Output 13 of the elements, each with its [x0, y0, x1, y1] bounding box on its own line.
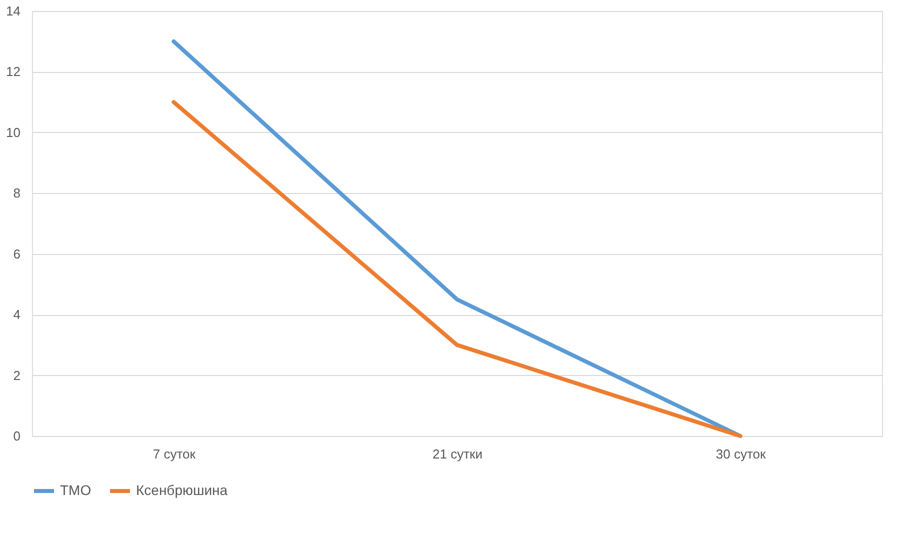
x-tick-label: 7 суток — [152, 446, 196, 462]
y-tick-label: 8 — [13, 186, 20, 201]
y-tick-label: 12 — [6, 64, 20, 80]
y-tick-label: 6 — [13, 246, 20, 262]
y-tick-label: 4 — [13, 307, 20, 322]
y-tick-label: 0 — [13, 428, 20, 444]
y-tick-label: 10 — [6, 124, 20, 140]
x-tick-label: 21 сутки — [432, 446, 482, 462]
x-tick-label: 30 суток — [716, 446, 766, 462]
y-tick-label: 2 — [13, 368, 20, 383]
legend-label: ТМО — [60, 482, 92, 498]
y-tick-label: 14 — [6, 4, 20, 18]
legend-label: Ксенбрюшина — [136, 482, 228, 498]
